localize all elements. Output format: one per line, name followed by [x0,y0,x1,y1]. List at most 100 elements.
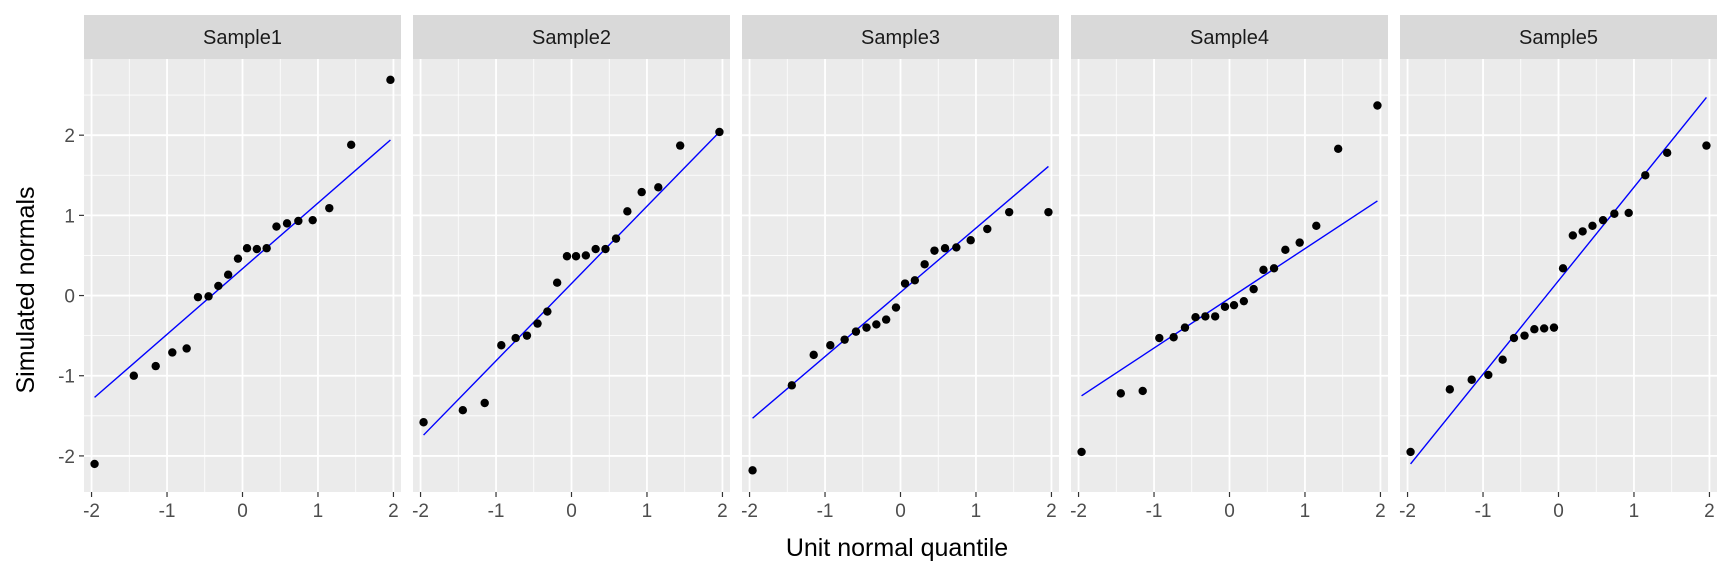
data-point [1610,209,1619,218]
data-point [151,361,160,371]
x-tick-label: 0 [1224,501,1235,522]
data-point [294,216,303,226]
data-point [252,244,262,254]
data-point [272,222,281,231]
data-point [840,335,849,344]
data-point [562,252,572,261]
reference-line [752,165,1049,419]
data-point [129,371,139,380]
data-point [581,251,591,260]
x-tick-label: 1 [1629,501,1640,522]
data-point [1281,245,1290,255]
facet-strip [84,15,401,59]
data-point [1641,171,1650,180]
data-point [1568,231,1578,240]
data-point [623,207,632,216]
data-point [214,281,223,291]
y-axis-title: Simulated normals [12,186,40,393]
data-point [601,244,610,254]
data-point [1498,355,1507,364]
data-point [952,243,961,252]
x-tick-label: -1 [488,501,505,522]
y-axis: -2 -1 0 1 2 [58,126,84,468]
y-tick-label: 2 [64,126,75,147]
data-point [1269,264,1279,273]
y-tick-label: 0 [64,287,75,308]
facet-panels: Sample1 -2 -1 0 1 2 Sample2 -2 -1 0 1 2 Sample3 -2 -1 0… [83,15,1717,522]
data-point [1004,207,1014,217]
data-point [1116,389,1126,398]
data-point [1598,215,1608,225]
data-point [1259,265,1268,275]
data-point [940,244,950,253]
facet-strip [1071,15,1388,59]
facet-panel-5: Sample5 -2 -1 0 1 2 [1399,15,1717,522]
facet-strip-label: Sample5 [1519,27,1598,49]
x-tick-label: 0 [1553,501,1564,522]
data-point [497,341,506,350]
data-point [920,260,929,269]
x-tick-label: -1 [159,501,176,522]
data-point [826,341,835,350]
data-point [1702,141,1711,150]
facet-strip [1400,15,1717,59]
data-point [533,319,542,328]
data-point [872,320,881,329]
data-point [168,348,177,357]
y-tick-label: -2 [58,447,75,468]
data-point [1239,296,1249,306]
data-point [204,292,213,301]
data-point [90,459,99,469]
data-point [511,333,520,343]
data-point [522,331,532,340]
data-point [182,344,191,353]
data-point [346,140,356,149]
data-point [654,183,663,192]
data-point [1662,148,1672,158]
facet-strip-label: Sample2 [532,27,611,49]
data-point [419,418,428,427]
facet-panel-2: Sample2 -2 -1 0 1 2 [412,15,730,522]
data-point [193,292,203,302]
data-point [1201,312,1210,321]
x-tick-label: -1 [1146,501,1163,522]
facet-strip-label: Sample3 [861,27,940,49]
reference-line [423,131,720,436]
data-point [262,244,271,253]
data-point [233,254,243,263]
facet-strip-label: Sample4 [1190,27,1269,49]
data-point [748,466,757,475]
reference-line [94,139,391,398]
data-point [223,270,233,279]
data-point [910,276,920,285]
x-tick-label: -2 [1070,501,1087,522]
data-point [1312,221,1321,230]
data-point [1180,323,1190,332]
data-point [571,252,581,261]
x-axis-title: Unit normal quantile [786,534,1008,562]
data-point [1295,238,1304,247]
data-point [862,323,871,332]
data-point [1155,333,1164,343]
x-tick-label: -2 [83,501,100,522]
data-point [1520,331,1529,340]
data-point [1210,312,1220,321]
x-tick-label: -1 [1475,501,1492,522]
data-point [1077,447,1086,457]
x-tick-label: 1 [313,501,324,522]
x-tick-label: 1 [971,501,982,522]
data-point [1406,447,1415,457]
data-point [242,244,252,253]
data-point [1624,208,1633,218]
data-point [1373,101,1382,110]
data-point [983,224,992,234]
data-point [809,350,818,360]
x-tick-label: 1 [642,501,653,522]
facet-strip [742,15,1059,59]
data-point [1558,264,1568,273]
data-point [591,244,600,254]
data-point [675,141,685,150]
x-tick-label: 2 [1375,501,1386,522]
x-tick-label: 0 [895,501,906,522]
